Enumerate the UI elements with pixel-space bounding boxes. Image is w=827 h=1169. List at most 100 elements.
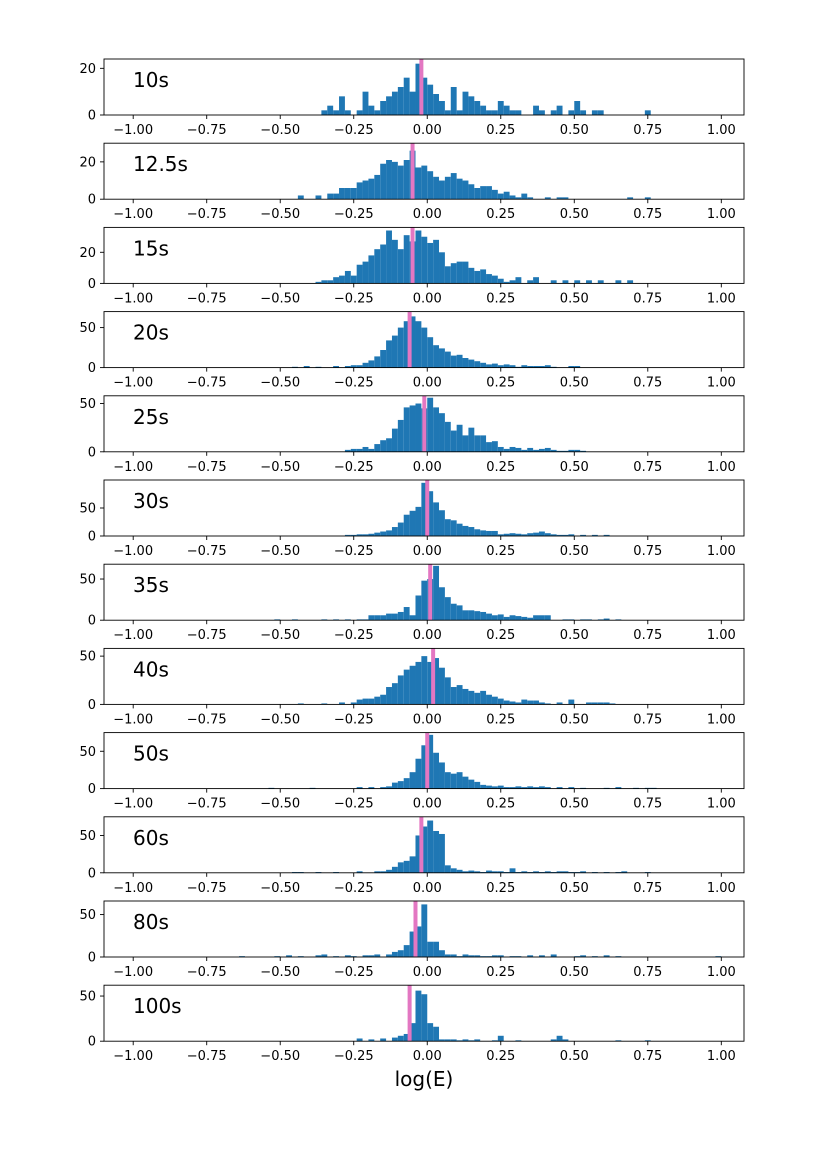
histogram-bar: [562, 197, 569, 200]
y-tick-label: 0: [88, 277, 96, 292]
histogram-bar: [409, 856, 416, 873]
histogram-bar: [474, 270, 481, 284]
histogram-bar: [597, 280, 604, 284]
histogram-bar: [603, 618, 610, 621]
histogram-bar: [362, 261, 369, 284]
x-tick-label: 1.00: [707, 628, 736, 643]
histogram-bar: [327, 193, 334, 200]
histogram-bar: [450, 263, 457, 284]
x-tick-label: −0.25: [334, 460, 374, 475]
histogram-bar: [433, 941, 440, 957]
histogram-bar: [603, 534, 610, 536]
histogram-bar: [580, 450, 587, 452]
histogram-bar: [491, 363, 498, 368]
x-tick-label: −1.00: [113, 797, 153, 812]
histogram-bar: [515, 110, 522, 115]
histogram-bar: [415, 167, 422, 200]
histogram-bar: [397, 781, 404, 789]
histogram-bar: [356, 365, 363, 368]
x-tick-label: 0.00: [413, 965, 442, 980]
histogram-bar: [350, 365, 357, 368]
histogram-bar: [486, 870, 492, 873]
histogram-bar: [391, 239, 398, 284]
histogram-bar: [380, 871, 387, 873]
x-tick-label: −0.75: [187, 123, 227, 138]
x-tick-label: 0.00: [413, 291, 442, 306]
histogram-bar: [386, 786, 392, 789]
panel-35s: −1.00 −0.75 −0.50 −0.25 0.00 0.25 0.50 0.75 1.00…: [79, 563, 745, 643]
panel-label: 60s: [133, 826, 169, 850]
histogram-bar: [574, 449, 581, 452]
histogram-bar: [391, 161, 398, 200]
histogram-bar: [415, 926, 422, 957]
histogram-bar: [621, 871, 628, 873]
x-tick-label: −0.75: [187, 881, 227, 896]
histogram-bar: [433, 176, 440, 200]
histogram-bar: [474, 188, 481, 200]
histogram-bar: [403, 77, 410, 115]
histogram-bar: [627, 280, 634, 284]
histogram-bar: [456, 772, 463, 789]
histogram-bar: [562, 1039, 569, 1042]
histogram-bar: [433, 345, 440, 368]
histogram-bar: [462, 435, 469, 452]
histogram-bar: [344, 534, 351, 536]
x-tick-label: −0.50: [260, 123, 300, 138]
histogram-bar: [321, 954, 328, 957]
y-tick-label: 50: [79, 908, 96, 923]
y-tick-label: 0: [88, 866, 96, 881]
histogram-bar: [568, 449, 575, 452]
histogram-bar: [415, 595, 422, 621]
histogram-bar: [468, 96, 475, 115]
x-tick-label: 1.00: [707, 123, 736, 138]
histogram-bar: [362, 955, 369, 957]
histogram-bar: [474, 101, 481, 115]
histogram-bar: [556, 534, 563, 536]
histogram-bar: [480, 530, 487, 536]
histogram-bar: [456, 1040, 463, 1042]
x-tick-label: 0.00: [413, 376, 442, 391]
x-tick-label: 0.00: [413, 712, 442, 727]
panel-label: 100s: [133, 994, 182, 1018]
histogram-bar: [397, 327, 404, 368]
histogram-bar: [297, 195, 304, 200]
histogram-bar: [521, 365, 528, 368]
histogram-bar: [386, 687, 392, 705]
panel-label: 15s: [133, 236, 169, 260]
histogram-bar: [344, 449, 351, 452]
histogram-bar: [603, 955, 610, 957]
histogram-bar: [403, 607, 410, 621]
x-tick-label: 0.75: [633, 881, 662, 896]
histogram-bar: [474, 692, 481, 705]
histogram-bar: [509, 868, 516, 873]
panel-100s: −1.00 −0.75 −0.50 −0.25 0.00 0.25 0.50 0.75 1.00…: [79, 984, 745, 1064]
histogram-bar: [468, 690, 475, 705]
panel-label: 10s: [133, 68, 169, 92]
histogram-bar: [456, 605, 463, 621]
histogram-bar: [439, 510, 445, 536]
histogram-bar: [533, 700, 539, 705]
histogram-bar: [503, 616, 510, 621]
x-tick-label: 0.75: [633, 207, 662, 222]
histogram-bar: [568, 787, 575, 789]
histogram-bar: [533, 105, 539, 115]
histogram-bar: [527, 955, 534, 957]
x-tick-label: 1.00: [707, 712, 736, 727]
histogram-bar: [450, 687, 457, 705]
x-tick-label: −0.75: [187, 291, 227, 306]
x-tick-label: 0.50: [560, 712, 589, 727]
histogram-bar: [462, 180, 469, 200]
histogram-bar: [462, 525, 469, 536]
histogram-bar: [527, 617, 534, 621]
histogram-bar: [509, 280, 516, 284]
histogram-bar: [344, 270, 351, 284]
histogram-bar: [333, 366, 340, 368]
axes-frame: [103, 311, 745, 369]
histogram-bar: [433, 94, 440, 115]
histogram-bar: [521, 616, 528, 621]
panel-label: 30s: [133, 489, 169, 513]
histogram-bar: [380, 531, 387, 536]
histogram-bar: [462, 688, 469, 705]
x-tick-label: −1.00: [113, 881, 153, 896]
histogram-bar: [538, 531, 545, 536]
